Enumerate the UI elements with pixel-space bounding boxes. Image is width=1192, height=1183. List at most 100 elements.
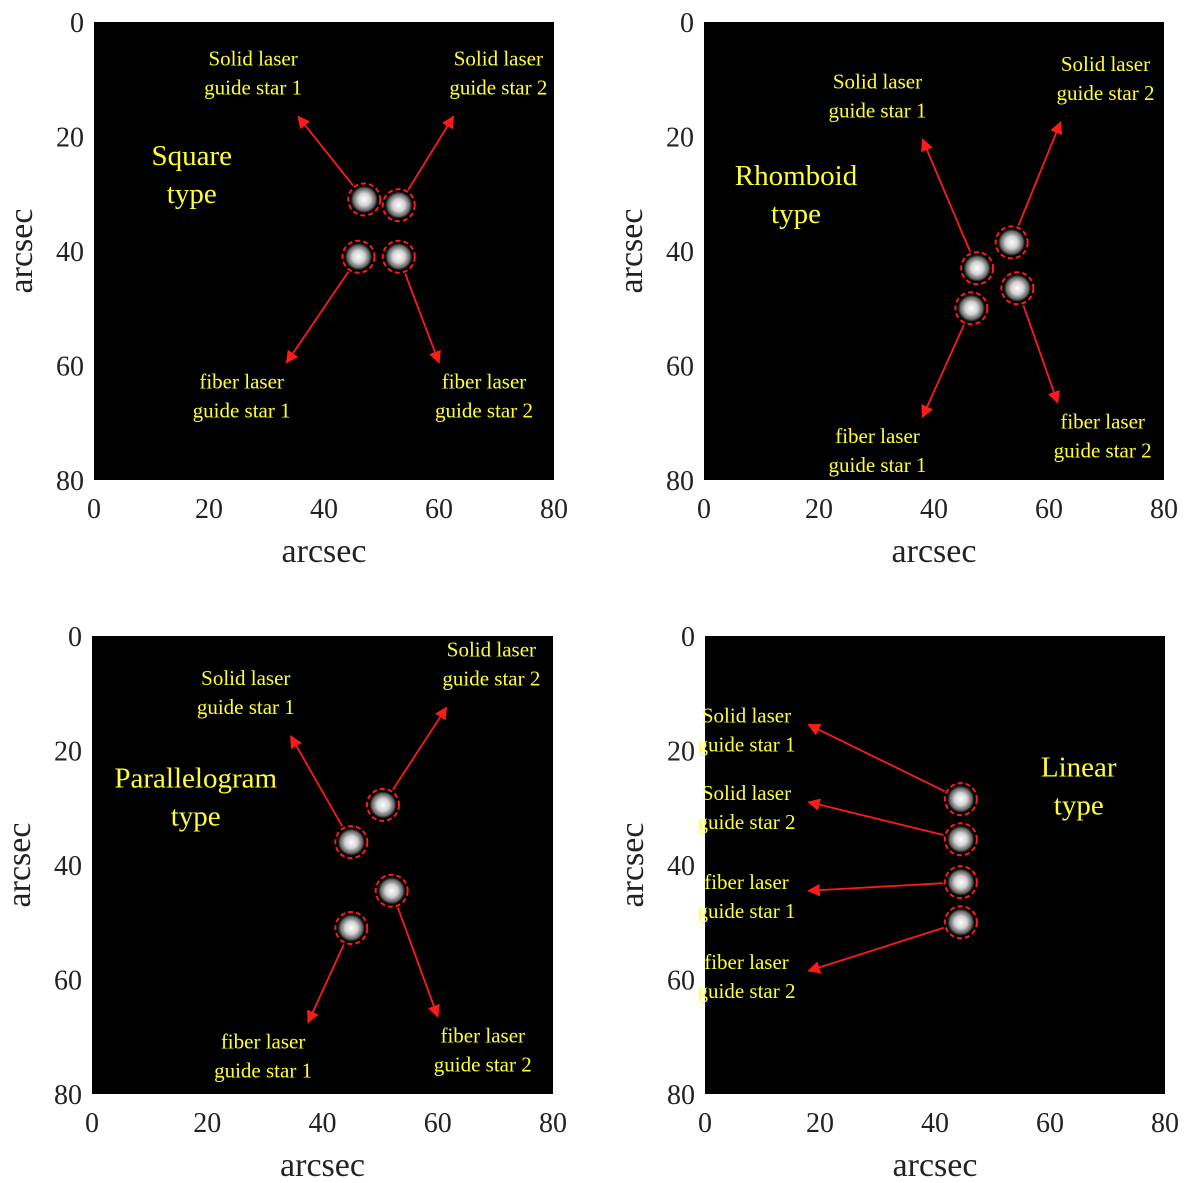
chart-panel-3: 0 0 20 20 40 40 60 60 80 80 arcsec arcsec Parallelog… [1,622,567,1183]
annotation-label: guide star 1 [698,733,796,757]
guide-star-spot [957,294,986,323]
annotation-arrow [285,271,350,364]
panel-type-label: Square [151,140,232,172]
annotation-arrow [1017,121,1063,227]
annotation-arrow [921,324,965,419]
guide-star-spot [350,185,379,214]
annotation-label: fiber laser [440,1024,525,1048]
annotation-label: guide star 1 [698,899,796,923]
guide-star-ring [347,182,382,217]
y-tick-label: 40 [666,237,694,268]
y-tick-label: 80 [666,466,694,497]
annotation-label: Solid laser [201,666,290,690]
chart-panel-1: 0 0 20 20 40 40 60 60 80 80 arcsec arcsec Square type… [3,8,568,570]
y-tick-label: 0 [70,8,84,39]
annotation-label: guide star 1 [829,453,927,477]
annotation-label: guide star 1 [193,399,291,423]
guide-star-spot [337,828,366,857]
annotation-label: Solid laser [447,638,536,662]
annotation-label: guide star 2 [449,75,547,99]
guide-star-spot [963,254,992,283]
y-tick-label: 20 [54,737,82,768]
guide-star-spot [946,868,975,897]
x-tick-label: 40 [309,1108,337,1139]
annotation-arrow [921,138,971,252]
y-tick-label: 0 [680,8,694,39]
plot-area [705,636,1165,1094]
guide-star-spot [946,908,975,937]
x-tick-label: 40 [921,1108,949,1139]
panel-type-label: type [167,178,217,210]
y-tick-label: 60 [666,352,694,383]
guide-star-ring [943,905,978,940]
annotation-arrow [1022,304,1060,404]
y-tick-label: 60 [54,966,82,997]
x-tick-label: 40 [920,494,948,525]
x-axis-label: arcsec [280,1147,365,1183]
annotation-label: Solid laser [209,46,298,70]
annotation-label: Solid laser [1061,52,1150,76]
guide-star-ring [334,910,369,945]
x-tick-label: 40 [310,494,338,525]
annotation-label: fiber laser [442,370,527,394]
guide-star-spot [946,785,975,814]
annotation-arrow [407,115,455,191]
guide-star-ring [334,825,369,860]
y-axis-label: arcsec [1,823,38,908]
annotation-label: guide star 2 [435,399,533,423]
guide-star-spot [384,191,413,220]
x-tick-label: 80 [1150,494,1178,525]
plot-area [92,636,553,1094]
annotation-arrow [307,943,345,1024]
annotation-label: fiber laser [704,950,789,974]
annotation-label: guide star 2 [442,667,540,691]
guide-star-ring [381,239,416,274]
plot-area [704,22,1164,480]
x-tick-label: 60 [424,1108,452,1139]
x-axis-label: arcsec [282,533,367,570]
chart-panel-2: 0 0 20 20 40 40 60 60 80 80 arcsec arcsec Rhomboid ty… [613,8,1178,570]
x-tick-label: 80 [540,494,568,525]
panel-type-label: type [771,198,821,230]
x-tick-label: 80 [539,1108,567,1139]
guide-star-ring [943,782,978,817]
x-tick-label: 0 [697,494,711,525]
guide-star-ring [954,291,989,326]
annotation-label: Solid laser [702,704,791,728]
guide-star-spot [337,913,366,942]
x-tick-label: 0 [85,1108,99,1139]
annotation-label: Solid laser [454,46,543,70]
guide-star-ring [381,188,416,223]
y-tick-label: 80 [54,1080,82,1111]
y-tick-label: 80 [667,1080,695,1111]
y-tick-label: 40 [667,851,695,882]
annotation-label: Solid laser [702,781,791,805]
y-axis-label: arcsec [613,209,650,294]
annotation-label: guide star 1 [829,98,927,122]
x-tick-label: 20 [806,1108,834,1139]
annotation-label: guide star 1 [197,695,295,719]
annotation-label: fiber laser [1060,410,1145,434]
chart-panel-4: 0 0 20 20 40 40 60 60 80 80 arcsec arcsec Linear type… [614,622,1179,1183]
x-axis-label: arcsec [892,533,977,570]
annotation-label: fiber laser [835,424,920,448]
annotation-label: guide star 2 [698,979,796,1003]
annotation-arrow [404,273,441,364]
panel-type-label: type [171,801,221,833]
x-tick-label: 60 [1035,494,1063,525]
y-tick-label: 20 [56,123,84,154]
x-tick-label: 20 [195,494,223,525]
y-tick-label: 40 [54,851,82,882]
guide-star-spot [997,228,1026,257]
annotation-label: guide star 2 [698,810,796,834]
guide-star-ring [366,787,401,822]
y-tick-label: 20 [666,123,694,154]
annotation-label: guide star 1 [214,1058,312,1082]
annotation-arrow [290,735,344,827]
annotation-label: fiber laser [221,1029,306,1053]
guide-star-spot [946,825,975,854]
panel-type-label: type [1054,789,1104,821]
guide-star-ring [1000,271,1035,306]
annotation-label: fiber laser [199,370,284,394]
